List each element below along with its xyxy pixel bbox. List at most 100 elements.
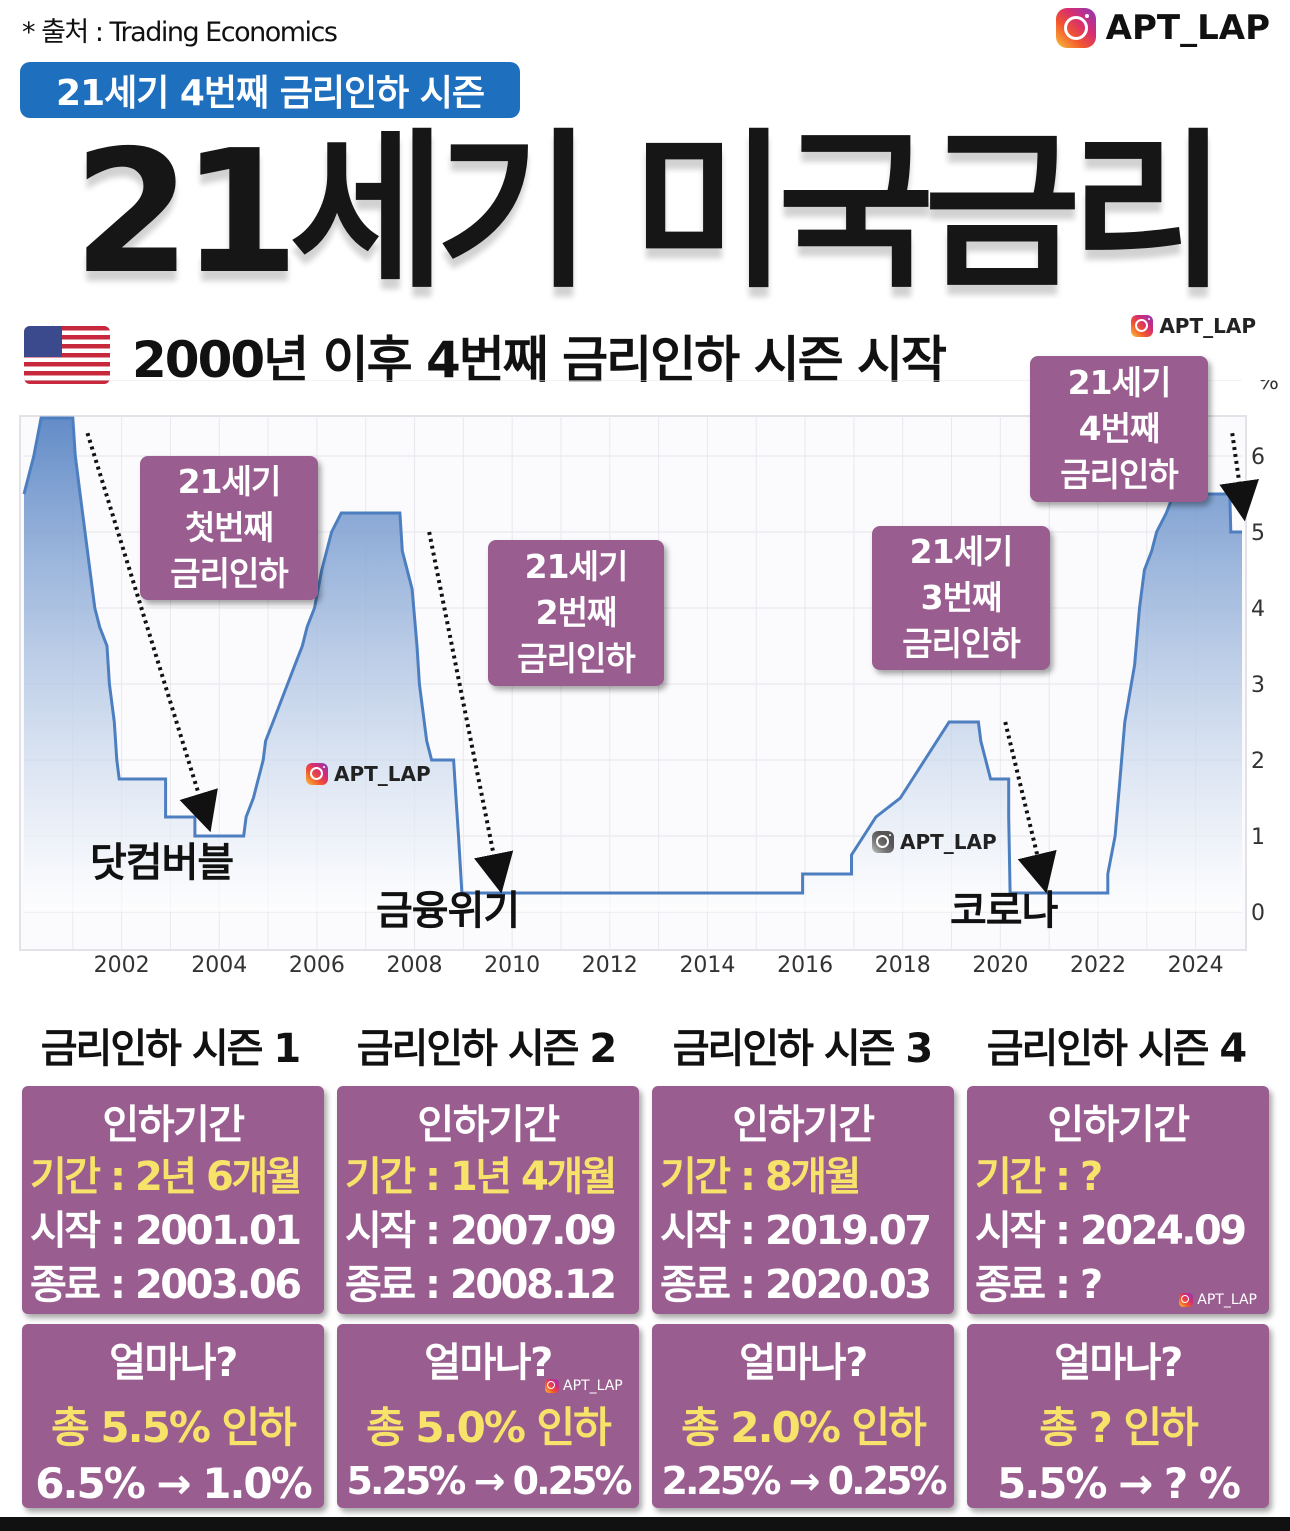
x-axis-ticks: 2002 2004 2006 2008 2010 2012 2014 2016 2018 2020… bbox=[94, 953, 1224, 978]
amount-total: 총 5.0% 인하 bbox=[366, 1403, 612, 1452]
cut-arrow bbox=[1003, 721, 1057, 894]
period-heading: 인하기간 bbox=[732, 1102, 875, 1148]
period-heading: 인하기간 bbox=[1047, 1102, 1190, 1148]
period-duration: 기간 : ? bbox=[975, 1154, 1103, 1200]
period-duration: 기간 : 1년 4개월 bbox=[345, 1154, 617, 1200]
x-tick-label: 2004 bbox=[191, 953, 247, 978]
season-1-period-card: 인하기간 기간 : 2년 6개월 시작 : 2001.01 종료 : 2003.… bbox=[22, 1086, 324, 1314]
period-end: 종료 : ? bbox=[975, 1262, 1103, 1308]
period-start: 시작 : 2001.01 bbox=[30, 1208, 302, 1254]
instagram-icon bbox=[1179, 1293, 1194, 1307]
cut-arrow bbox=[427, 531, 514, 894]
season-4-title: 금리인하 시즌 4 bbox=[986, 1026, 1247, 1072]
callout-cut-4: 21세기 4번째 금리인하 bbox=[1030, 356, 1208, 502]
amount-change: 6.5% → 1.0% bbox=[35, 1459, 312, 1508]
x-tick-label: 2024 bbox=[1168, 953, 1224, 978]
main-title: 21세기 미국금리 bbox=[72, 114, 1227, 312]
source-note: * 출처 : Trading Economics bbox=[22, 17, 338, 48]
rate-area bbox=[24, 418, 1242, 912]
event-dotcom: 닷컴버블 bbox=[90, 840, 234, 886]
brand-handle: APT_LAP bbox=[1105, 8, 1270, 48]
x-tick-label: 2020 bbox=[972, 953, 1028, 978]
y-tick-label: 4 bbox=[1251, 597, 1265, 622]
y-tick-label: 3 bbox=[1251, 673, 1265, 698]
amount-heading: 얼마나? bbox=[739, 1340, 868, 1386]
season-3-period-card: 인하기간 기간 : 8개월 시작 : 2019.07 종료 : 2020.03 bbox=[652, 1086, 954, 1314]
amount-total: 총 2.0% 인하 bbox=[681, 1403, 927, 1452]
watermark-text: APT_LAP bbox=[1159, 314, 1256, 338]
y-tick-label: 5 bbox=[1251, 521, 1265, 546]
season-1-title: 금리인하 시즌 1 bbox=[40, 1026, 301, 1072]
x-tick-label: 2008 bbox=[387, 953, 443, 978]
y-axis-ticks: 0 1 2 3 4 5 6 bbox=[1251, 445, 1265, 926]
x-tick-label: 2012 bbox=[582, 953, 638, 978]
instagram-icon bbox=[872, 831, 894, 853]
x-tick-label: 2016 bbox=[777, 953, 833, 978]
y-tick-label: 0 bbox=[1251, 901, 1265, 926]
watermark-top: APT_LAP bbox=[1131, 314, 1256, 338]
brand-header: APT_LAP bbox=[1055, 8, 1270, 48]
watermark-text: APT_LAP bbox=[900, 830, 997, 854]
x-tick-label: 2006 bbox=[289, 953, 345, 978]
period-heading: 인하기간 bbox=[102, 1102, 245, 1148]
season-3-title: 금리인하 시즌 3 bbox=[672, 1026, 933, 1072]
y-tick-label: 2 bbox=[1251, 749, 1265, 774]
season-4-amount-card: 얼마나? 총 ? 인하 5.5% → ? % bbox=[967, 1324, 1269, 1508]
amount-heading: 얼마나? bbox=[424, 1340, 553, 1386]
watermark-card-4: APT_LAP bbox=[1179, 1292, 1257, 1308]
watermark-text: APT_LAP bbox=[563, 1378, 623, 1394]
x-tick-label: 2022 bbox=[1070, 953, 1126, 978]
subtitle: 2000년 이후 4번째 금리인하 시즌 시작 bbox=[132, 331, 947, 389]
amount-total: 총 5.5% 인하 bbox=[51, 1403, 297, 1452]
season-2-period-card: 인하기간 기간 : 1년 4개월 시작 : 2007.09 종료 : 2008.… bbox=[337, 1086, 639, 1314]
watermark-text: APT_LAP bbox=[334, 762, 431, 786]
event-covid: 코로나 bbox=[950, 888, 1058, 934]
season-2-amount-card: 얼마나? 총 5.0% 인하 5.25% → 0.25% APT_LAP bbox=[337, 1324, 639, 1508]
amount-change: 2.25% → 0.25% bbox=[661, 1459, 948, 1503]
rate-line bbox=[22, 416, 1242, 895]
us-flag-icon bbox=[24, 326, 110, 384]
instagram-icon bbox=[545, 1379, 559, 1393]
y-axis-unit: % bbox=[1258, 380, 1279, 395]
x-tick-label: 2014 bbox=[679, 953, 735, 978]
amount-heading: 얼마나? bbox=[1054, 1340, 1183, 1386]
x-tick-label: 2002 bbox=[94, 953, 150, 978]
cut-arrow bbox=[85, 432, 218, 833]
amount-change: 5.5% → ? % bbox=[997, 1459, 1241, 1508]
cut-arrow bbox=[1219, 432, 1259, 522]
callout-cut-3: 21세기 3번째 금리인하 bbox=[872, 526, 1050, 670]
callout-cut-2: 21세기 2번째 금리인하 bbox=[488, 540, 664, 686]
period-start: 시작 : 2007.09 bbox=[345, 1208, 617, 1254]
amount-change: 5.25% → 0.25% bbox=[346, 1459, 633, 1503]
x-tick-label: 2010 bbox=[484, 953, 540, 978]
period-duration: 기간 : 8개월 bbox=[660, 1154, 861, 1200]
season-1-amount-card: 얼마나? 총 5.5% 인하 6.5% → 1.0% bbox=[22, 1324, 324, 1508]
season-2-title: 금리인하 시즌 2 bbox=[356, 1026, 617, 1072]
amount-heading: 얼마나? bbox=[109, 1340, 238, 1386]
x-tick-label: 2018 bbox=[875, 953, 931, 978]
period-end: 종료 : 2008.12 bbox=[345, 1262, 617, 1308]
period-heading: 인하기간 bbox=[417, 1102, 560, 1148]
instagram-icon bbox=[1055, 8, 1096, 48]
period-start: 시작 : 2019.07 bbox=[660, 1208, 932, 1254]
watermark-chart-1: APT_LAP bbox=[306, 762, 431, 786]
instagram-icon bbox=[306, 763, 328, 785]
y-tick-label: 1 bbox=[1251, 825, 1265, 850]
period-end: 종료 : 2020.03 bbox=[660, 1262, 932, 1308]
season-4-period-card: 인하기간 기간 : ? 시작 : 2024.09 종료 : ? APT_LAP bbox=[967, 1086, 1269, 1314]
watermark-chart-2: APT_LAP bbox=[872, 830, 997, 854]
season-3-amount-card: 얼마나? 총 2.0% 인하 2.25% → 0.25% bbox=[652, 1324, 954, 1508]
cut-arrows bbox=[85, 432, 1259, 894]
y-tick-label: 6 bbox=[1251, 445, 1265, 470]
series-pill: 21세기 4번째 금리인하 시즌 bbox=[20, 62, 520, 118]
watermark-text: APT_LAP bbox=[1197, 1292, 1257, 1308]
event-financial-crisis: 금융위기 bbox=[376, 888, 520, 934]
period-start: 시작 : 2024.09 bbox=[975, 1208, 1247, 1254]
amount-total: 총 ? 인하 bbox=[1039, 1403, 1199, 1452]
watermark-card-2: APT_LAP bbox=[545, 1378, 623, 1394]
period-duration: 기간 : 2년 6개월 bbox=[30, 1154, 302, 1200]
instagram-icon bbox=[1131, 315, 1154, 337]
callout-cut-1: 21세기 첫번째 금리인하 bbox=[140, 456, 318, 600]
period-end: 종료 : 2003.06 bbox=[30, 1262, 302, 1308]
